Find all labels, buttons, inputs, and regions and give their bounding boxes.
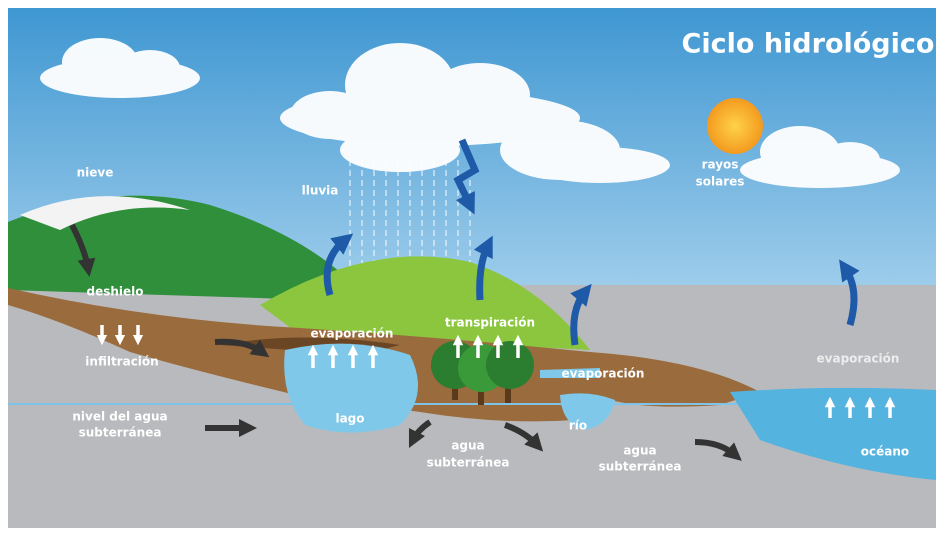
label: nieve: [77, 166, 114, 180]
page: {"title": "Ciclo hidrológico", "labels":…: [0, 0, 944, 535]
label: solares: [696, 175, 745, 189]
label: lluvia: [302, 184, 339, 198]
label: océano: [861, 445, 909, 459]
label: subterránea: [79, 426, 162, 440]
label: río: [569, 419, 587, 433]
sun: [707, 98, 763, 154]
title: Ciclo hidrológico: [682, 29, 935, 60]
label: transpiración: [445, 316, 535, 330]
label: deshielo: [86, 285, 143, 299]
label: subterránea: [599, 460, 682, 474]
label: lago: [335, 412, 364, 426]
label: rayos: [702, 158, 739, 172]
water-cycle-diagram: Ciclo hidrológico nieve lluvia rayos sol…: [0, 0, 944, 535]
label: agua: [623, 444, 656, 458]
label: evaporación: [817, 352, 900, 366]
label: agua: [451, 439, 484, 453]
label: nivel del agua: [72, 410, 167, 424]
label: evaporación: [562, 367, 645, 381]
label: subterránea: [427, 456, 510, 470]
label: infiltración: [85, 355, 158, 369]
label: evaporación: [311, 327, 394, 341]
